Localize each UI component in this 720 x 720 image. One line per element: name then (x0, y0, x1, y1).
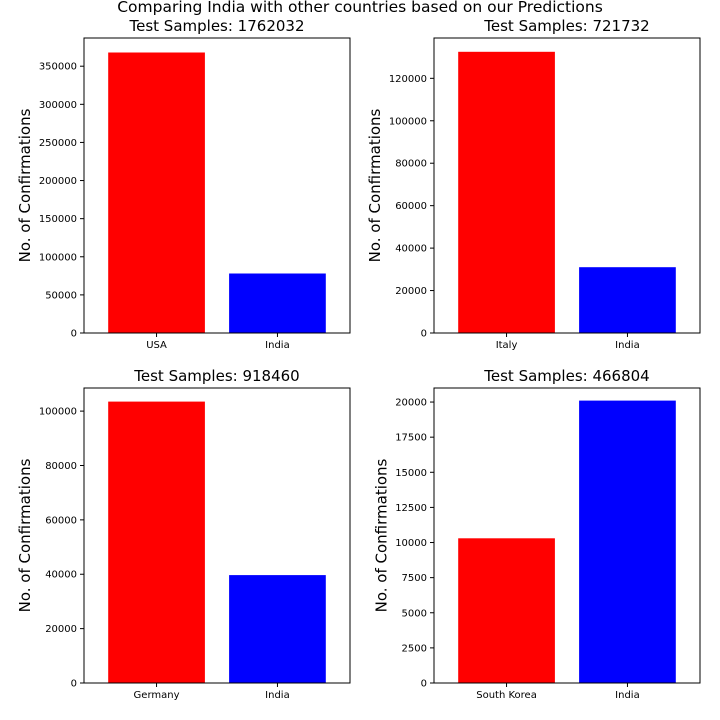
subplots: USA India05000010000015000020000025000030… (16, 17, 701, 701)
figure-suptitle: Comparing India with other countries bas… (117, 0, 603, 16)
x-tick-label: India (265, 340, 290, 351)
subplot-title: Test Samples: 466804 (483, 367, 649, 385)
x-tick-label: South Korea (476, 690, 537, 701)
subplot-2: Italy India 0 20000 40000 60000 80000 100000 120… (366, 17, 701, 351)
y-tick-label: 100000 (39, 252, 77, 263)
y-tick-label: 20000 (45, 624, 77, 635)
x-tick-label: India (265, 690, 290, 701)
y-tick-label: 300000 (39, 100, 77, 111)
axes-frame (433, 37, 701, 334)
bar-south-korea (458, 538, 555, 683)
y-axis-label: No. of Confirmations (16, 458, 34, 612)
y-axis-label: No. of Confirmations (366, 108, 384, 262)
y-tick-label: 150000 (39, 214, 77, 225)
y-tick-label: 250000 (39, 138, 77, 149)
x-tick-label: India (615, 690, 640, 701)
y-tick-label: 40000 (45, 570, 77, 581)
bar-india (229, 273, 326, 333)
y-tick-label: 60000 (395, 201, 427, 212)
y-tick-label: 20000 (395, 286, 427, 297)
y-tick-label: 60000 (45, 515, 77, 526)
y-tick-label: 0 (421, 679, 427, 690)
axes-frame (83, 387, 351, 684)
y-tick-label: 12500 (395, 503, 427, 514)
y-tick-label: 100000 (39, 407, 77, 418)
subplot-title: Test Samples: 1762032 (129, 17, 305, 35)
y-axis-label: No. of Confirmations (16, 108, 34, 262)
bar-india (229, 575, 326, 683)
subplot-1: USA India 0 50000 100000 150000 200000 250000 30… (16, 17, 351, 351)
y-tick-label: 2500 (402, 643, 427, 654)
y-tick-label: 0 (71, 329, 77, 340)
bar-italy (458, 51, 555, 334)
y-tick-label: 0 (421, 329, 427, 340)
x-tick-label: USA (146, 340, 167, 351)
axes-frame (433, 387, 701, 684)
bar-usa (108, 52, 205, 333)
y-tick-label: 10000 (395, 538, 427, 549)
x-tick-label: Italy (496, 340, 518, 351)
x-tick-label: India (615, 340, 640, 351)
y-tick-label: 0 (71, 679, 77, 690)
y-tick-label: 50000 (45, 290, 77, 301)
y-tick-label: 100000 (389, 116, 427, 127)
y-tick-label: 7500 (402, 573, 427, 584)
bar-india (579, 267, 676, 333)
subplot-title: Test Samples: 721732 (483, 17, 649, 35)
y-tick-label: 200000 (39, 176, 77, 187)
y-tick-label: 350000 (39, 62, 77, 73)
y-tick-label: 80000 (45, 461, 77, 472)
y-axis-label: No. of Confirmations (373, 458, 391, 612)
y-tick-label: 40000 (395, 244, 427, 255)
y-tick-label: 5000 (402, 608, 427, 619)
axes-frame (83, 37, 351, 334)
y-tick-label: 17500 (395, 433, 427, 444)
subplot-4: South Korea India 0 2500 5000 7500 10000 12500 1… (373, 367, 701, 701)
y-tick-label: 15000 (395, 468, 427, 479)
y-tick-label: 20000 (395, 398, 427, 409)
y-tick-label: 120000 (389, 74, 427, 85)
subplot-title: Test Samples: 918460 (133, 367, 299, 385)
subplot-3: Germany India 0 20000 40000 60000 80000 100000 T… (16, 367, 351, 701)
bar-india (579, 400, 676, 683)
bar-germany (108, 401, 205, 683)
y-tick-label: 80000 (395, 159, 427, 170)
x-tick-label: Germany (134, 690, 180, 701)
